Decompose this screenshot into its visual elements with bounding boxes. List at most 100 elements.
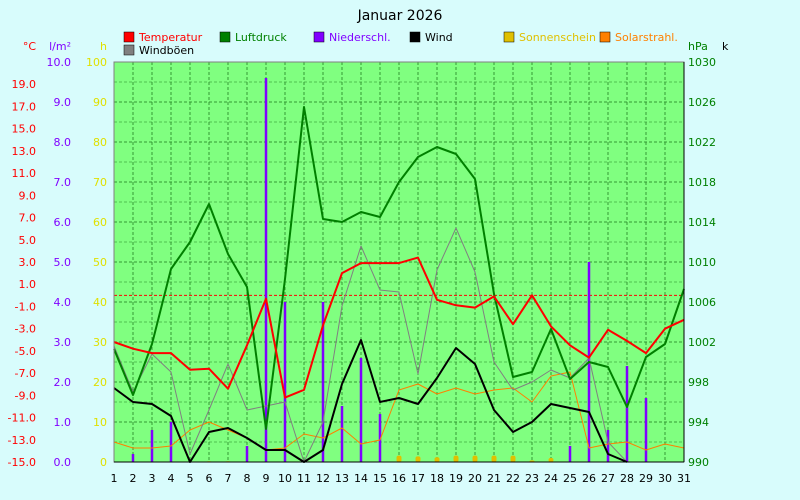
precipitation-bar xyxy=(606,430,610,462)
precipitation-bar xyxy=(245,446,249,462)
chart-title: Januar 2026 xyxy=(357,8,443,24)
precipitation-bar xyxy=(169,422,173,462)
x-tick-label: 26 xyxy=(582,472,596,485)
x-tick-label: 24 xyxy=(544,472,558,485)
y-tick-label-rain: 6.0 xyxy=(54,216,72,229)
y-tick-label-hours: 80 xyxy=(93,136,107,149)
series-line-temperatur xyxy=(113,256,685,399)
legend-label: Windböen xyxy=(139,44,194,57)
x-tick-label: 2 xyxy=(130,472,137,485)
y-tick-label-temp: 13.0 xyxy=(12,145,37,158)
x-tick-label: 14 xyxy=(354,472,368,485)
precipitation-bar xyxy=(264,78,268,462)
x-tick-label: 29 xyxy=(639,472,653,485)
sunshine-bar xyxy=(415,456,421,462)
precipitation-bar xyxy=(378,414,382,462)
y-tick-label-pressure: 1006 xyxy=(688,296,716,309)
y-tick-label-temp: 1.0 xyxy=(19,278,37,291)
y-tick-label-temp: 5.0 xyxy=(19,234,37,247)
y-tick-label-temp: -11.0 xyxy=(8,412,36,425)
legend-label: Solarstrahl. xyxy=(615,31,678,44)
y-tick-label-pressure: 1018 xyxy=(688,176,716,189)
legend-swatch xyxy=(123,31,135,43)
sunshine-bar xyxy=(472,455,478,462)
series-line-windb-en xyxy=(113,227,628,463)
y-tick-label-rain: 4.0 xyxy=(54,296,72,309)
y-tick-label-temp: 11.0 xyxy=(12,167,37,180)
y-tick-label-temp: -15.0 xyxy=(8,456,36,469)
x-tick-label: 15 xyxy=(373,472,387,485)
x-tick-label: 11 xyxy=(297,472,311,485)
precipitation-bar xyxy=(568,446,572,462)
x-tick-label: 31 xyxy=(677,472,691,485)
y-tick-label-hours: 20 xyxy=(93,376,107,389)
x-tick-label: 9 xyxy=(263,472,270,485)
y-tick-label-rain: 2.0 xyxy=(54,376,72,389)
gridlines xyxy=(114,62,684,462)
x-tick-label: 28 xyxy=(620,472,634,485)
x-tick-label: 30 xyxy=(658,472,672,485)
y-tick-label-temp: 7.0 xyxy=(19,212,37,225)
axis-unit-wind: k xyxy=(722,40,729,53)
legend-swatch xyxy=(123,44,135,56)
axis-unit-rain: l/m² xyxy=(49,40,71,53)
y-tick-label-pressure: 1014 xyxy=(688,216,716,229)
precipitation-bar xyxy=(150,430,154,462)
axes: 1 2 3 4 5 6 7 8 9 10 11 12 13 14 15 16 17 18 19 20 21 22 23 24 2… xyxy=(8,40,729,485)
sunshine-bar xyxy=(434,457,440,462)
x-tick-label: 13 xyxy=(335,472,349,485)
y-tick-label-rain: 5.0 xyxy=(54,256,72,269)
axis-unit-temp: °C xyxy=(23,40,37,53)
x-tick-label: 18 xyxy=(430,472,444,485)
y-tick-label-temp: -3.0 xyxy=(15,323,36,336)
y-tick-label-rain: 9.0 xyxy=(54,96,72,109)
legend: Temperatur Luftdruck Niederschl. Wind Sonnen… xyxy=(123,31,678,57)
y-tick-label-rain: 3.0 xyxy=(54,336,72,349)
legend-label: Temperatur xyxy=(138,31,203,44)
y-tick-label-temp: -7.0 xyxy=(15,367,36,380)
legend-label: Sonnenschein xyxy=(519,31,596,44)
x-tick-label: 20 xyxy=(468,472,482,485)
x-tick-label: 25 xyxy=(563,472,577,485)
x-tick-label: 19 xyxy=(449,472,463,485)
sunshine-bar xyxy=(453,455,459,462)
x-tick-label: 27 xyxy=(601,472,615,485)
axis-unit-hours: h xyxy=(100,40,107,53)
legend-label: Niederschl. xyxy=(329,31,391,44)
legend-swatch xyxy=(409,31,421,43)
y-tick-label-hours: 100 xyxy=(86,56,107,69)
precipitation-bar xyxy=(321,302,325,462)
x-tick-label: 8 xyxy=(244,472,251,485)
x-tick-label: 23 xyxy=(525,472,539,485)
precipitation-bar xyxy=(340,406,344,462)
y-tick-label-temp: -5.0 xyxy=(15,345,36,358)
y-tick-label-rain: 8.0 xyxy=(54,136,72,149)
precipitation-bar xyxy=(359,358,363,462)
legend-swatch xyxy=(599,31,611,43)
x-tick-label: 22 xyxy=(506,472,520,485)
y-tick-label-pressure: 1002 xyxy=(688,336,716,349)
legend-swatch xyxy=(219,31,231,43)
sunshine-bar xyxy=(548,458,554,462)
series-line-wind xyxy=(113,339,628,463)
sunshine-bar xyxy=(491,455,497,462)
sunshine-bar xyxy=(396,455,402,462)
y-tick-label-temp: -9.0 xyxy=(15,389,36,402)
x-tick-label: 3 xyxy=(149,472,156,485)
x-tick-label: 5 xyxy=(187,472,194,485)
y-tick-label-pressure: 1030 xyxy=(688,56,716,69)
x-tick-label: 16 xyxy=(392,472,406,485)
y-tick-label-pressure: 990 xyxy=(688,456,709,469)
series-line-luftdruck xyxy=(113,106,685,430)
x-tick-label: 1 xyxy=(111,472,118,485)
y-tick-label-temp: 19.0 xyxy=(12,78,37,91)
x-tick-label: 21 xyxy=(487,472,501,485)
y-tick-label-pressure: 1010 xyxy=(688,256,716,269)
series-line-solarstrahl- xyxy=(113,371,685,451)
y-tick-label-temp: -1.0 xyxy=(15,300,36,313)
y-tick-label-rain: 7.0 xyxy=(54,176,72,189)
y-tick-label-hours: 0 xyxy=(100,456,107,469)
x-tick-label: 7 xyxy=(225,472,232,485)
legend-label: Wind xyxy=(425,31,453,44)
